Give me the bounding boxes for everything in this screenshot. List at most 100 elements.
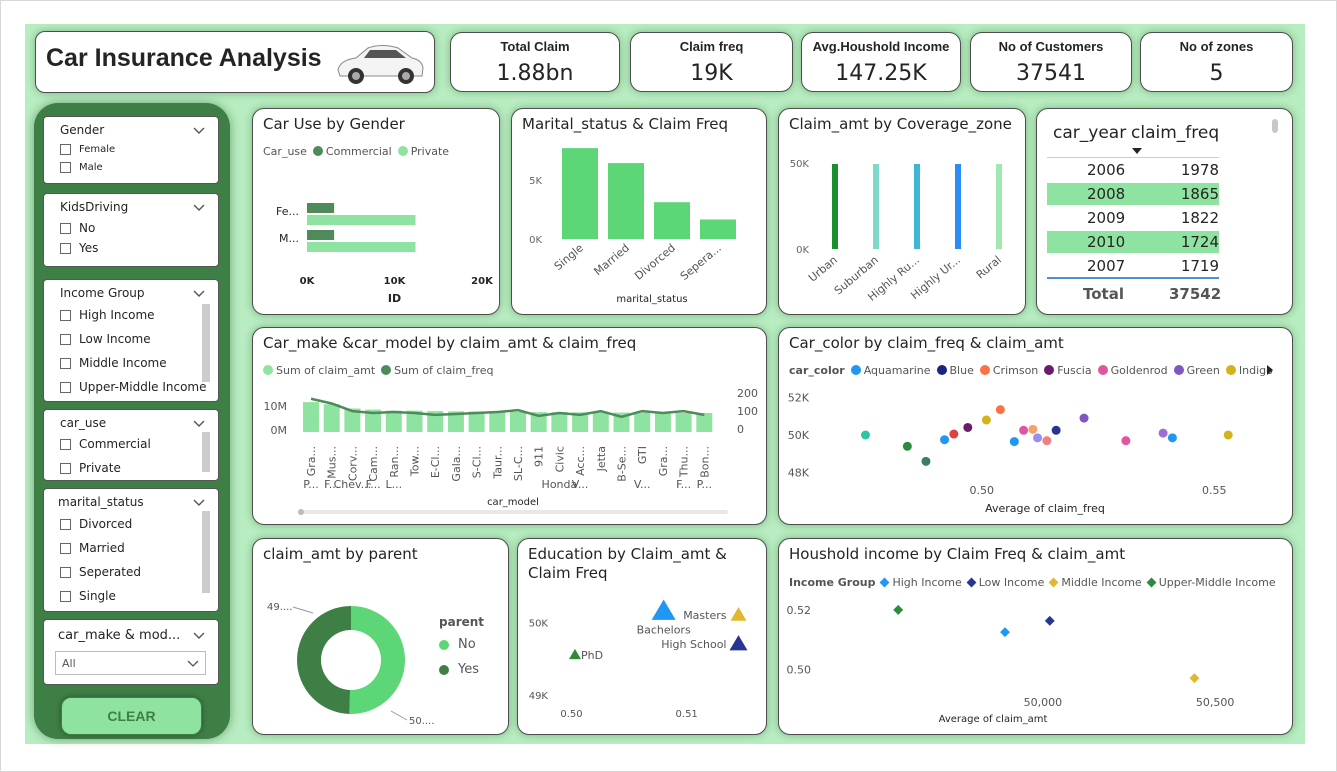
table-row[interactable]: 2006 1978 bbox=[1047, 159, 1219, 181]
table-header-car-year[interactable]: car_year bbox=[1053, 123, 1127, 143]
legend-title: Income Group bbox=[789, 576, 876, 589]
checkbox[interactable] bbox=[60, 438, 71, 450]
scatter-point bbox=[729, 635, 748, 651]
table-header-claim-freq[interactable]: claim_freq bbox=[1131, 123, 1220, 143]
scrollbar-thumb bbox=[298, 509, 304, 515]
marital-status-slicer: marital_status Divorced Married Seperate… bbox=[43, 488, 219, 612]
legend-item-green[interactable]: Green bbox=[1173, 364, 1220, 377]
y-tick-label: 50K bbox=[790, 159, 810, 170]
checkbox[interactable] bbox=[60, 222, 71, 234]
slicer-option-male[interactable]: Male bbox=[60, 162, 103, 173]
slicer-title: marital_status bbox=[58, 495, 144, 509]
legend-label: Sum of claim_amt bbox=[276, 364, 376, 377]
sort-desc-icon[interactable] bbox=[1131, 147, 1143, 155]
legend-item-private[interactable]: Private bbox=[397, 145, 449, 158]
scatter-point bbox=[861, 430, 870, 440]
make-model-chart: 10M0M2001000Gra...P...Mus...F...Corv...C… bbox=[264, 387, 758, 515]
checkbox[interactable] bbox=[60, 333, 71, 345]
checkbox[interactable] bbox=[60, 542, 71, 554]
slicer-option-no[interactable]: No bbox=[60, 221, 95, 235]
table-row[interactable]: 2010 1724 bbox=[1047, 231, 1219, 253]
legend-label: Crimson bbox=[992, 364, 1039, 377]
scatter-point bbox=[1009, 437, 1019, 447]
category-label: B-Se... bbox=[616, 446, 629, 482]
legend-label: Commercial bbox=[325, 145, 392, 158]
checkbox[interactable] bbox=[60, 590, 71, 602]
checkbox[interactable] bbox=[60, 162, 71, 173]
checkbox[interactable] bbox=[60, 309, 71, 321]
scatter-point bbox=[1019, 425, 1029, 435]
legend-item-goldenrod[interactable]: Goldenrod bbox=[1097, 364, 1168, 377]
legend-next-icon[interactable] bbox=[1266, 365, 1274, 375]
chevron-down-icon[interactable] bbox=[192, 628, 206, 642]
chevron-down-icon[interactable] bbox=[192, 123, 206, 137]
slicer-option-middle-income[interactable]: Middle Income bbox=[60, 356, 167, 370]
scrollbar[interactable] bbox=[202, 511, 210, 593]
legend-label: Yes bbox=[458, 662, 479, 677]
chevron-down-icon[interactable] bbox=[192, 286, 206, 300]
bar bbox=[592, 412, 609, 432]
chevron-down-icon[interactable] bbox=[192, 495, 206, 509]
slicer-option-high-income[interactable]: High Income bbox=[60, 308, 155, 322]
y-tick-label: 0.50 bbox=[787, 663, 812, 676]
legend-item-yes[interactable]: Yes bbox=[439, 662, 479, 677]
chevron-down-icon[interactable] bbox=[192, 200, 206, 214]
scrollbar[interactable] bbox=[202, 304, 210, 382]
option-label: Female bbox=[79, 144, 116, 155]
slicer-option-married[interactable]: Married bbox=[60, 541, 125, 555]
table-row[interactable]: 2007 1719 bbox=[1047, 255, 1219, 277]
legend-item-middle-income[interactable]: Middle Income bbox=[1048, 576, 1142, 589]
point-label: High School bbox=[661, 638, 726, 651]
marital-freq-card: Marital_status & Claim Freq 5K 0K Single Ma… bbox=[511, 108, 767, 315]
checkbox[interactable] bbox=[60, 518, 71, 530]
legend-item-low-income[interactable]: Low Income bbox=[966, 576, 1044, 589]
slicer-option-upper-middle-income[interactable]: Upper-Middle Income bbox=[60, 380, 207, 394]
legend-label: Indigo bbox=[1238, 364, 1273, 377]
x-axis-label: car_model bbox=[487, 497, 539, 508]
legend-item-indigo[interactable]: Indigo bbox=[1225, 364, 1273, 377]
clear-button[interactable]: CLEAR bbox=[61, 697, 202, 735]
slicer-option-commercial[interactable]: Commercial bbox=[60, 437, 151, 451]
legend-label: Green bbox=[1186, 364, 1220, 377]
kpi-label: Avg.Houshold Income bbox=[812, 39, 950, 54]
checkbox[interactable] bbox=[60, 144, 71, 155]
legend-item-high-income[interactable]: High Income bbox=[880, 576, 962, 589]
legend-item-blue[interactable]: Blue bbox=[936, 364, 974, 377]
category-label: Ran... bbox=[388, 446, 401, 478]
total-divider bbox=[1047, 277, 1219, 279]
slicer-option-low-income[interactable]: Low Income bbox=[60, 332, 151, 346]
legend-item-fuscia[interactable]: Fuscia bbox=[1044, 364, 1092, 377]
x-tick-label: 0K bbox=[300, 276, 316, 287]
category-label: Fe... bbox=[276, 205, 299, 218]
make-label: L... bbox=[385, 478, 402, 491]
chevron-down-icon[interactable] bbox=[192, 416, 206, 430]
legend-item-crimson[interactable]: Crimson bbox=[979, 364, 1039, 377]
legend-item-commercial[interactable]: Commercial bbox=[312, 145, 392, 158]
checkbox[interactable] bbox=[60, 242, 71, 254]
legend-item-no[interactable]: No bbox=[439, 637, 476, 652]
slicer-option-private[interactable]: Private bbox=[60, 461, 121, 475]
car-make-dropdown[interactable]: All bbox=[55, 651, 206, 675]
make-label: Honda bbox=[542, 478, 578, 491]
scrollbar[interactable] bbox=[1272, 119, 1278, 133]
checkbox[interactable] bbox=[60, 462, 71, 474]
checkbox[interactable] bbox=[60, 381, 71, 393]
table-row[interactable]: 2009 1822 bbox=[1047, 207, 1219, 229]
legend-item-upper-middle-income[interactable]: Upper-Middle Income bbox=[1146, 576, 1276, 589]
cell-claim-freq: 1724 bbox=[1180, 233, 1219, 251]
legend-item-claim-amt[interactable]: Sum of claim_amt bbox=[263, 364, 375, 377]
slicer-option-yes[interactable]: Yes bbox=[60, 241, 98, 255]
line-series bbox=[310, 397, 705, 419]
legend-item-claim-freq[interactable]: Sum of claim_freq bbox=[381, 364, 493, 377]
legend-item-aquamarine[interactable]: Aquamarine bbox=[850, 364, 931, 377]
checkbox[interactable] bbox=[60, 357, 71, 369]
checkbox[interactable] bbox=[60, 566, 71, 578]
coverage-zone-card: Claim_amt by Coverage_zone 50K 0K Urban Sub… bbox=[778, 108, 1026, 315]
slicer-option-single[interactable]: Single bbox=[60, 589, 116, 603]
slicer-option-divorced[interactable]: Divorced bbox=[60, 517, 132, 531]
slicer-option-female[interactable]: Female bbox=[60, 144, 115, 155]
scrollbar[interactable] bbox=[202, 432, 210, 472]
table-row[interactable]: 2008 1865 bbox=[1047, 183, 1219, 205]
scatter-point bbox=[940, 435, 950, 445]
slicer-option-seperated[interactable]: Seperated bbox=[60, 565, 141, 579]
